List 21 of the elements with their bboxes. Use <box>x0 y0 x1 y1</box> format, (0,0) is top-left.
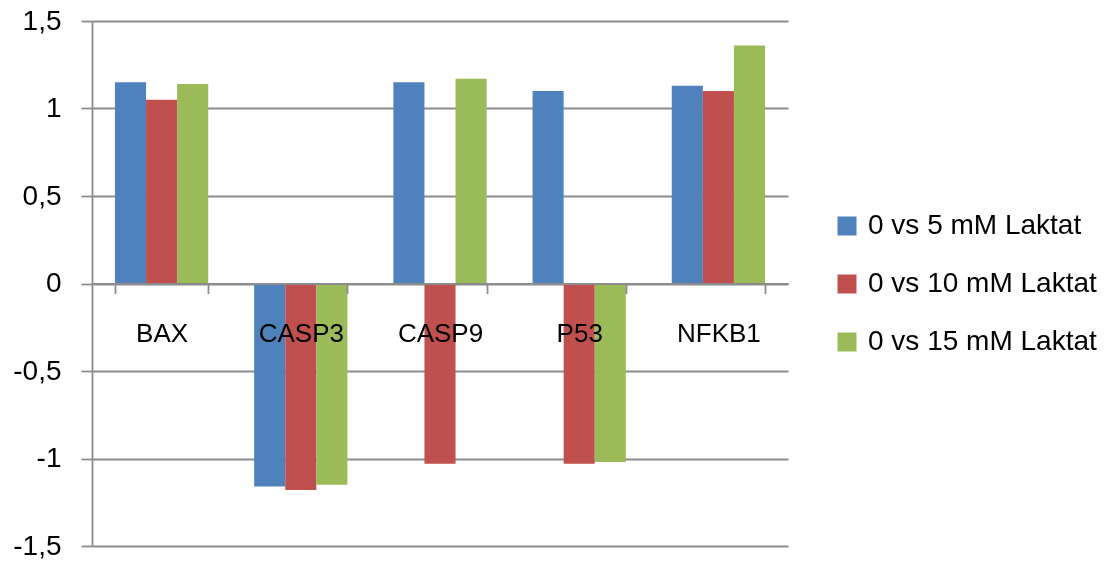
legend-label: 0 vs 10 mM Laktat <box>868 267 1097 298</box>
bar <box>671 85 703 284</box>
bar <box>393 82 425 284</box>
bar <box>177 84 209 284</box>
y-tick-label: 1,5 <box>22 4 62 36</box>
y-tick-label: 1 <box>45 92 62 123</box>
bar <box>114 82 147 284</box>
x-tick-label: BAX <box>136 318 189 348</box>
y-tick-label: 0 <box>45 267 62 298</box>
y-tick-label: -0,5 <box>13 354 62 386</box>
bar <box>146 99 178 284</box>
bar <box>532 91 564 284</box>
legend-label: 0 vs 15 mM Laktat <box>868 325 1097 356</box>
legend-label: 0 vs 5 mM Laktat <box>868 209 1082 240</box>
x-tick-label: NFKB1 <box>676 318 761 348</box>
y-tick-label: -1 <box>36 442 62 473</box>
bar <box>455 78 487 284</box>
bar <box>733 45 766 284</box>
y-tick-label: 0,5 <box>22 179 62 211</box>
bar <box>702 91 734 284</box>
y-tick-label: -1,5 <box>13 529 62 561</box>
